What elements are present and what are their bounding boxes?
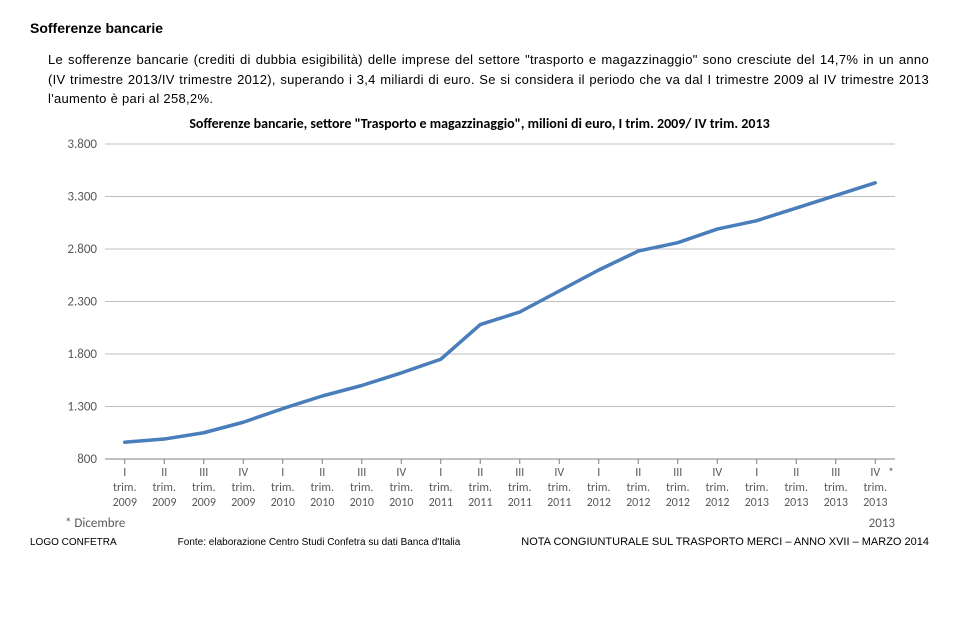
svg-text:2013: 2013	[745, 496, 769, 510]
svg-text:3.300: 3.300	[67, 189, 97, 204]
svg-text:2010: 2010	[271, 496, 295, 510]
svg-text:2013: 2013	[869, 516, 896, 531]
svg-text:IV: IV	[712, 466, 722, 480]
section-title: Sofferenze bancarie	[30, 20, 929, 36]
svg-text:2011: 2011	[468, 496, 492, 510]
chart-title: Sofferenze bancarie, settore "Trasporto …	[30, 115, 929, 132]
svg-text:trim.: trim.	[705, 481, 729, 495]
report-line: NOTA CONGIUNTURALE SUL TRASPORTO MERCI –…	[521, 536, 929, 548]
svg-text:3.800: 3.800	[67, 137, 97, 152]
svg-text:2012: 2012	[587, 496, 611, 510]
svg-text:2012: 2012	[705, 496, 729, 510]
svg-text:trim.: trim.	[271, 481, 295, 495]
svg-text:II: II	[477, 466, 483, 480]
svg-text:2009: 2009	[152, 496, 176, 510]
svg-text:2.800: 2.800	[67, 242, 97, 257]
svg-text:trim.: trim.	[666, 481, 690, 495]
svg-text:trim.: trim.	[152, 481, 176, 495]
svg-text:trim.: trim.	[824, 481, 848, 495]
svg-text:2011: 2011	[429, 496, 453, 510]
svg-text:2009: 2009	[231, 496, 255, 510]
svg-text:trim.: trim.	[113, 481, 137, 495]
body-paragraph: Le sofferenze bancarie (crediti di dubbi…	[48, 50, 929, 109]
svg-text:trim.: trim.	[626, 481, 650, 495]
svg-text:IV: IV	[396, 466, 406, 480]
svg-text:800: 800	[77, 452, 97, 467]
svg-text:trim.: trim.	[192, 481, 216, 495]
svg-text:II: II	[319, 466, 325, 480]
svg-text:2010: 2010	[389, 496, 413, 510]
svg-text:trim.: trim.	[389, 481, 413, 495]
svg-text:1.800: 1.800	[67, 347, 97, 362]
svg-text:III: III	[515, 466, 524, 480]
svg-text:IV: IV	[554, 466, 564, 480]
svg-text:trim.: trim.	[547, 481, 571, 495]
svg-text:I: I	[597, 466, 600, 480]
svg-text:2013: 2013	[784, 496, 808, 510]
svg-text:2011: 2011	[508, 496, 532, 510]
svg-text:trim.: trim.	[863, 481, 887, 495]
svg-text:2012: 2012	[666, 496, 690, 510]
svg-text:III: III	[357, 466, 366, 480]
svg-text:IV: IV	[870, 466, 880, 480]
svg-text:2010: 2010	[350, 496, 374, 510]
svg-text:III: III	[831, 466, 840, 480]
svg-text:trim.: trim.	[784, 481, 808, 495]
svg-text:trim.: trim.	[310, 481, 334, 495]
svg-text:trim.: trim.	[508, 481, 532, 495]
svg-text:II: II	[161, 466, 167, 480]
svg-text:* Dicembre: * Dicembre	[65, 516, 125, 531]
svg-text:trim.: trim.	[468, 481, 492, 495]
svg-text:2009: 2009	[192, 496, 216, 510]
svg-text:trim.: trim.	[587, 481, 611, 495]
svg-text:I: I	[439, 466, 442, 480]
line-chart: 8001.3001.8002.3002.8003.3003.800Itrim.2…	[50, 134, 910, 534]
svg-text:1.300: 1.300	[67, 399, 97, 414]
svg-text:2013: 2013	[824, 496, 848, 510]
svg-text:I: I	[123, 466, 126, 480]
logo-text: LOGO CONFETRA	[30, 537, 117, 548]
svg-text:*: *	[888, 466, 894, 480]
svg-text:trim.: trim.	[429, 481, 453, 495]
svg-text:II: II	[793, 466, 799, 480]
svg-text:II: II	[635, 466, 641, 480]
svg-text:III: III	[673, 466, 682, 480]
svg-text:2010: 2010	[310, 496, 334, 510]
svg-text:trim.: trim.	[745, 481, 769, 495]
svg-text:2011: 2011	[547, 496, 571, 510]
svg-text:III: III	[199, 466, 208, 480]
svg-text:I: I	[281, 466, 284, 480]
svg-text:2013: 2013	[863, 496, 887, 510]
svg-text:2.300: 2.300	[67, 294, 97, 309]
svg-text:IV: IV	[238, 466, 248, 480]
chart-svg: 8001.3001.8002.3002.8003.3003.800Itrim.2…	[50, 134, 910, 534]
svg-text:trim.: trim.	[231, 481, 255, 495]
svg-text:I: I	[755, 466, 758, 480]
source-text: Fonte: elaborazione Centro Studi Confetr…	[117, 537, 522, 548]
svg-text:trim.: trim.	[350, 481, 374, 495]
svg-text:2012: 2012	[626, 496, 650, 510]
svg-text:2009: 2009	[113, 496, 137, 510]
